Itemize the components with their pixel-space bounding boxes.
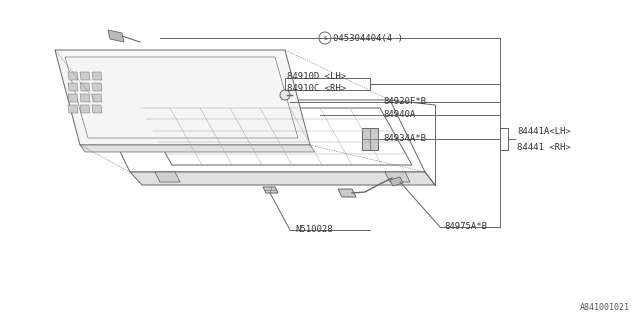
Polygon shape [55,50,310,145]
Polygon shape [92,94,102,102]
Circle shape [209,131,221,143]
Polygon shape [68,94,78,102]
Polygon shape [390,177,403,186]
Polygon shape [155,172,180,182]
Polygon shape [92,72,102,80]
Text: 84910D <LH>: 84910D <LH> [287,72,346,81]
Text: A841001021: A841001021 [580,303,630,312]
Text: 045304404(4 ): 045304404(4 ) [333,34,403,43]
Text: N510028: N510028 [295,225,333,234]
Polygon shape [263,187,278,193]
Text: 84920F*B: 84920F*B [383,97,426,106]
Polygon shape [130,172,435,185]
Text: 84940A: 84940A [383,110,415,119]
Text: 84441A<LH>: 84441A<LH> [517,126,571,135]
Polygon shape [108,30,124,42]
Polygon shape [80,145,315,152]
Circle shape [280,90,290,100]
Polygon shape [68,83,78,91]
Polygon shape [80,83,90,91]
Text: S: S [323,36,327,41]
Polygon shape [68,72,78,80]
Polygon shape [362,128,378,150]
Polygon shape [338,189,356,197]
Text: 84441 <RH>: 84441 <RH> [517,142,571,151]
Polygon shape [80,72,90,80]
Text: 84975A*B: 84975A*B [444,222,487,231]
Polygon shape [92,83,102,91]
Polygon shape [385,172,410,182]
Polygon shape [68,105,78,113]
Polygon shape [92,105,102,113]
Text: 84934A*B: 84934A*B [383,134,426,143]
Polygon shape [80,94,90,102]
Polygon shape [80,105,90,113]
Text: 84910C <RH>: 84910C <RH> [287,84,346,93]
